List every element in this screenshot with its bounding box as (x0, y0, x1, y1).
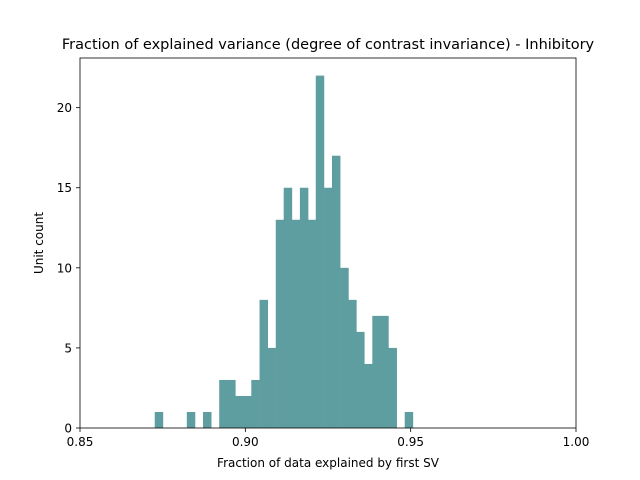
y-tick-label: 5 (64, 341, 72, 355)
x-axis-label: Fraction of data explained by first SV (217, 456, 440, 470)
histogram-bar (235, 395, 244, 428)
histogram-bar (340, 267, 349, 428)
y-tick-label: 0 (64, 422, 72, 436)
histogram-bar (283, 187, 293, 428)
histogram-bar (388, 347, 397, 428)
histogram-bar (404, 411, 414, 428)
histogram-bar (364, 363, 373, 428)
histogram-bar (315, 75, 325, 428)
y-tick-label: 15 (57, 181, 72, 195)
plot-frame (79, 57, 577, 429)
histogram-bar (331, 155, 341, 428)
y-tick-label: 20 (57, 101, 72, 115)
chart-title: Fraction of explained variance (degree o… (62, 37, 595, 53)
histogram-bar (251, 379, 260, 428)
histogram-bar (203, 411, 212, 428)
histogram-bar (380, 315, 389, 428)
histogram-bar (324, 187, 333, 428)
histogram-bar (227, 379, 236, 428)
y-axis-ticks: 0 5 10 15 20 (57, 101, 80, 436)
histogram-bar (259, 299, 269, 428)
histogram-bar (372, 315, 381, 428)
histogram-bar (356, 331, 365, 428)
x-tick-label: 0.85 (67, 435, 94, 449)
histogram-bar (219, 379, 228, 428)
histogram-bar (267, 347, 276, 428)
histogram-bar (186, 411, 196, 428)
histogram-bar (291, 219, 301, 428)
histogram-bar (348, 299, 357, 428)
histogram-bar (307, 219, 317, 428)
x-tick-label: 0.95 (397, 435, 424, 449)
x-tick-label: 0.90 (232, 435, 259, 449)
histogram-bars (154, 75, 414, 428)
histogram-bar (299, 187, 309, 428)
y-tick-label: 10 (57, 261, 72, 275)
x-tick-label: 1.00 (563, 435, 590, 449)
histogram-bar (154, 411, 164, 428)
histogram-bar (275, 219, 285, 428)
x-axis-ticks: 0.85 0.90 0.95 1.00 (67, 428, 590, 449)
y-axis-label: Unit count (32, 212, 46, 274)
histogram-bar (243, 395, 252, 428)
